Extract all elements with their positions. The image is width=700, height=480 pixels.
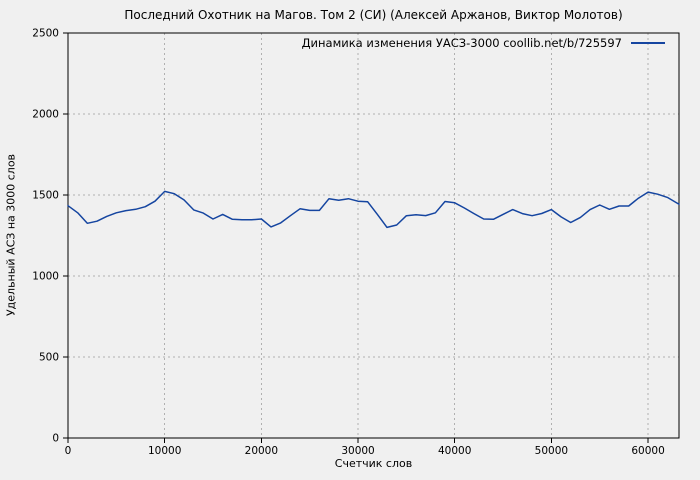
- y-tick-label: 2500: [32, 28, 59, 40]
- data-line: [67, 190, 680, 229]
- x-tick-label: 20000: [245, 445, 278, 457]
- x-tick-label: 0: [65, 445, 72, 457]
- y-tick-label: 1000: [32, 271, 59, 283]
- legend-label: Динамика изменения УАСЗ-3000 coollib.net…: [301, 36, 622, 50]
- x-tick-label: 30000: [341, 445, 374, 457]
- plot-border: [67, 32, 680, 439]
- legend: Динамика изменения УАСЗ-3000 coollib.net…: [302, 36, 665, 50]
- x-axis-label: Счетчик слов: [334, 457, 413, 470]
- x-tick-label: 10000: [148, 445, 181, 457]
- y-tick-label: 2000: [32, 109, 59, 121]
- legend-line-sample: [631, 42, 665, 44]
- y-tick-label: 500: [39, 352, 59, 364]
- chart-title: Последний Охотник на Магов. Том 2 (СИ) (…: [124, 8, 623, 22]
- y-tick-label: 1500: [32, 190, 59, 202]
- y-tick-label: 0: [52, 433, 59, 445]
- x-tick-label: 50000: [535, 445, 568, 457]
- y-axis-label: Удельный АСЗ на 3000 слов: [4, 153, 18, 317]
- x-tick-label: 40000: [438, 445, 471, 457]
- x-tick-label: 60000: [631, 445, 664, 457]
